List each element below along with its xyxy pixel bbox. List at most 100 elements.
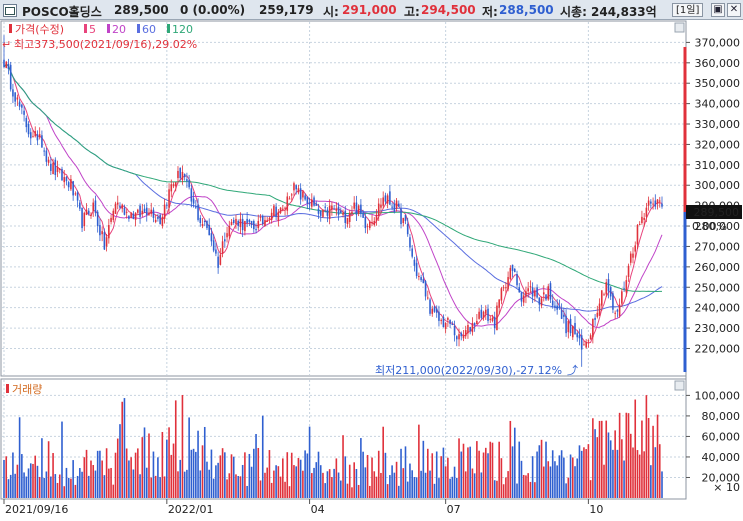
- candle-body: [255, 229, 257, 231]
- candle-body: [458, 334, 460, 340]
- volume-bar: [406, 481, 409, 498]
- volume-bar: [9, 474, 12, 498]
- volume-bar: [335, 458, 338, 498]
- volume-legend-swatch: [6, 384, 9, 393]
- volume-tick-label: 20,000: [702, 471, 741, 484]
- volume-bar: [14, 473, 16, 498]
- close-icon[interactable]: ✕: [727, 3, 741, 17]
- candle-body: [103, 232, 106, 250]
- volume-bar: [647, 418, 650, 498]
- price-tick-label: 280,000: [695, 220, 741, 233]
- candle-body: [197, 204, 199, 220]
- candle-body: [74, 193, 77, 195]
- volume-bar: [540, 439, 543, 498]
- candle-body: [618, 304, 621, 316]
- volume-bar: [645, 395, 648, 498]
- candle-body: [259, 216, 262, 218]
- candle-body: [16, 97, 19, 100]
- candle-body: [230, 221, 233, 226]
- candle-body: [491, 317, 494, 321]
- time-tick-label: 2021/09/16: [5, 503, 68, 516]
- period-button[interactable]: [1일]: [672, 3, 704, 17]
- candle-body: [473, 322, 476, 326]
- candle-body: [290, 194, 293, 196]
- volume-bar: [306, 453, 309, 498]
- candle-body: [257, 220, 260, 229]
- volume-bar: [487, 453, 489, 498]
- volume-bar: [529, 481, 532, 498]
- candle-body: [279, 207, 282, 213]
- volume-bar: [451, 476, 454, 498]
- panel-close-icon[interactable]: [674, 22, 685, 33]
- candle-body: [313, 197, 315, 206]
- volume-bar: [511, 446, 514, 498]
- candle-body: [377, 203, 380, 216]
- volume-bar: [302, 470, 304, 498]
- ma-legend-swatch: [84, 24, 87, 33]
- volume-bar: [375, 476, 378, 498]
- candle-body: [600, 290, 603, 306]
- volume-bar: [293, 465, 295, 498]
- volume-panel-close-icon[interactable]: [674, 380, 685, 391]
- volume-bar: [112, 484, 115, 498]
- volume-bar: [652, 425, 654, 498]
- candle-body: [293, 183, 295, 191]
- price-tick-label: 340,000: [695, 98, 741, 111]
- candle-body: [583, 344, 585, 346]
- volume-bar: [386, 484, 389, 498]
- stock-name[interactable]: POSCO홀딩스: [22, 5, 102, 19]
- volume-bar: [261, 415, 264, 498]
- volume-bar: [366, 454, 369, 498]
- time-tick-label: 07: [447, 503, 461, 516]
- candle-body: [288, 198, 291, 200]
- candle-body: [621, 291, 623, 304]
- candle-body: [248, 219, 251, 222]
- candle-body: [418, 276, 420, 278]
- candle-body: [215, 249, 217, 254]
- volume-bar: [319, 465, 322, 498]
- candle-body: [431, 308, 434, 314]
- volume-bar: [373, 471, 376, 498]
- volume-bar: [282, 458, 284, 498]
- candle-body: [125, 211, 128, 213]
- candle-body: [208, 225, 211, 236]
- volume-bar: [230, 454, 233, 498]
- volume-bar: [433, 483, 436, 498]
- price-tick-label: 370,000: [695, 36, 741, 49]
- candle-body: [333, 208, 335, 210]
- volume-bar: [308, 426, 311, 498]
- high-annotation-arrow: ↵: [2, 38, 11, 51]
- time-tick-label: 2022/01: [168, 503, 214, 516]
- candle-body: [480, 309, 483, 318]
- current-price-tag-text: 289,500: [694, 206, 740, 219]
- volume-bar: [72, 460, 74, 498]
- volume-bar: [273, 470, 275, 498]
- candle-body: [181, 171, 184, 181]
- candle-body: [643, 217, 645, 220]
- candle-body: [172, 184, 175, 187]
- candle-body: [469, 327, 471, 332]
- ma-legend-swatch: [137, 24, 140, 33]
- volume-bar: [215, 465, 217, 498]
- volume-bar: [534, 482, 536, 498]
- candle-body: [542, 292, 545, 295]
- maximize-icon[interactable]: ▣: [711, 3, 725, 17]
- ma-legend-label: 120: [172, 23, 193, 36]
- candle-body: [406, 224, 409, 235]
- volume-bar: [237, 476, 240, 498]
- candle-body: [322, 209, 324, 217]
- volume-bar: [284, 481, 286, 498]
- candle-body: [348, 212, 351, 222]
- candle-body: [433, 306, 436, 312]
- candle-body: [382, 197, 384, 206]
- candle-body: [83, 212, 86, 227]
- chart-window-icon[interactable]: [3, 4, 17, 17]
- volume-multiplier: × 10: [713, 481, 740, 494]
- volume-bar: [170, 454, 173, 498]
- candle-body: [435, 308, 438, 313]
- candle-body: [282, 208, 284, 210]
- candle-body: [273, 205, 275, 216]
- volume-bar: [21, 454, 23, 498]
- volume-bar: [505, 477, 507, 498]
